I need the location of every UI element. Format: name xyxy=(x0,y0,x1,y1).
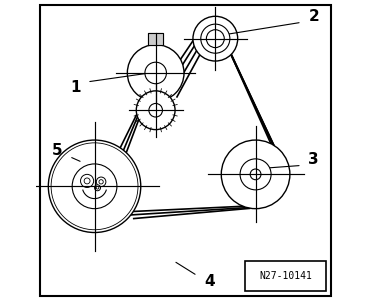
Circle shape xyxy=(72,164,117,209)
Polygon shape xyxy=(148,33,163,45)
Circle shape xyxy=(51,143,138,230)
Circle shape xyxy=(145,62,167,84)
FancyBboxPatch shape xyxy=(245,261,326,291)
Text: 1: 1 xyxy=(70,80,81,95)
Circle shape xyxy=(95,185,101,191)
Text: 3: 3 xyxy=(308,152,319,167)
Text: N27-10141: N27-10141 xyxy=(259,271,312,281)
Polygon shape xyxy=(144,96,168,97)
Circle shape xyxy=(99,180,103,184)
Text: 5: 5 xyxy=(52,143,63,158)
Circle shape xyxy=(96,186,99,189)
Circle shape xyxy=(193,16,238,61)
Circle shape xyxy=(206,30,224,48)
Text: 4: 4 xyxy=(204,274,215,289)
Circle shape xyxy=(221,140,290,209)
Circle shape xyxy=(96,177,106,187)
Circle shape xyxy=(250,169,261,180)
Circle shape xyxy=(84,178,90,184)
Circle shape xyxy=(81,174,93,188)
Circle shape xyxy=(240,159,271,190)
Circle shape xyxy=(48,140,141,232)
Circle shape xyxy=(136,91,175,130)
Circle shape xyxy=(127,45,184,101)
Circle shape xyxy=(149,104,162,117)
Text: 2: 2 xyxy=(308,9,319,24)
FancyBboxPatch shape xyxy=(40,5,331,296)
Circle shape xyxy=(201,24,230,53)
